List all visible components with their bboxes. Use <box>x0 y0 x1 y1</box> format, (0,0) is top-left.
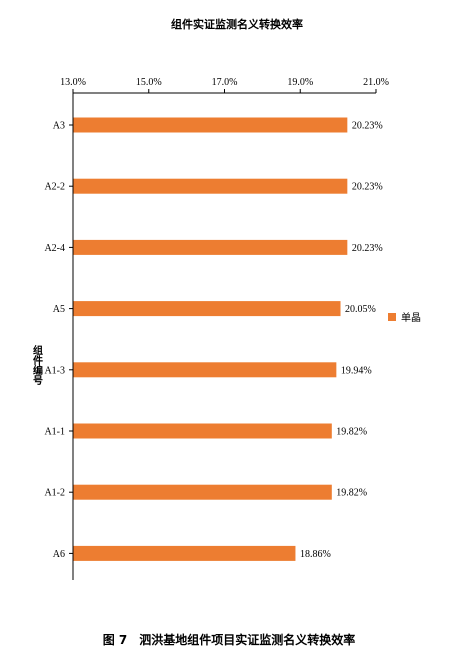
bar <box>73 362 337 378</box>
bar <box>73 423 332 439</box>
data-label: 20.23% <box>352 243 383 254</box>
y-tick-label: A5 <box>53 304 65 315</box>
y-tick-label: A2-4 <box>44 243 65 254</box>
bar <box>73 484 332 500</box>
x-tick-label: 17.0% <box>212 77 238 88</box>
legend-label: 单晶 <box>401 312 421 324</box>
data-label: 18.86% <box>300 549 331 560</box>
y-axis-label-char: 号 <box>33 375 43 387</box>
x-tick-label: 21.0% <box>363 77 389 88</box>
x-axis-ticks: 13.0% 15.0% 17.0% 19.0% 21.0% <box>60 77 389 93</box>
y-tick-label: A6 <box>53 549 65 560</box>
y-tick-label: A1-1 <box>44 427 65 438</box>
chart-title: 组件实证监测名义转换效率 <box>171 17 303 31</box>
y-axis-label-char: 组 <box>33 344 43 357</box>
data-label: 19.94% <box>341 365 372 376</box>
figure-caption: 图 7 泗洪基地组件项目实证监测名义转换效率 <box>103 632 356 647</box>
bar <box>73 301 341 317</box>
y-tick-label: A1-3 <box>44 365 65 376</box>
x-tick-label: 19.0% <box>287 77 313 88</box>
y-axis-label-char: 编 <box>33 364 43 377</box>
bar-series: A3 20.23% A2-2 20.23% A2-4 20.23% A5 20.05% A1-3… <box>44 117 383 561</box>
data-label: 20.23% <box>352 121 383 132</box>
bar <box>73 178 348 194</box>
data-label: 19.82% <box>336 427 367 438</box>
bar <box>73 117 348 133</box>
data-label: 20.23% <box>352 182 383 193</box>
y-tick-label: A2-2 <box>44 182 65 193</box>
x-tick-label: 13.0% <box>60 77 86 88</box>
data-label: 20.05% <box>345 304 376 315</box>
y-tick-label: A1-2 <box>44 488 65 499</box>
y-tick-label: A3 <box>53 121 65 132</box>
legend: 单晶 <box>388 312 421 324</box>
y-axis-label-char: 件 <box>33 354 43 367</box>
bar <box>73 545 296 561</box>
bar <box>73 239 348 255</box>
x-tick-label: 15.0% <box>136 77 162 88</box>
data-label: 19.82% <box>336 488 367 499</box>
legend-swatch <box>388 313 396 321</box>
